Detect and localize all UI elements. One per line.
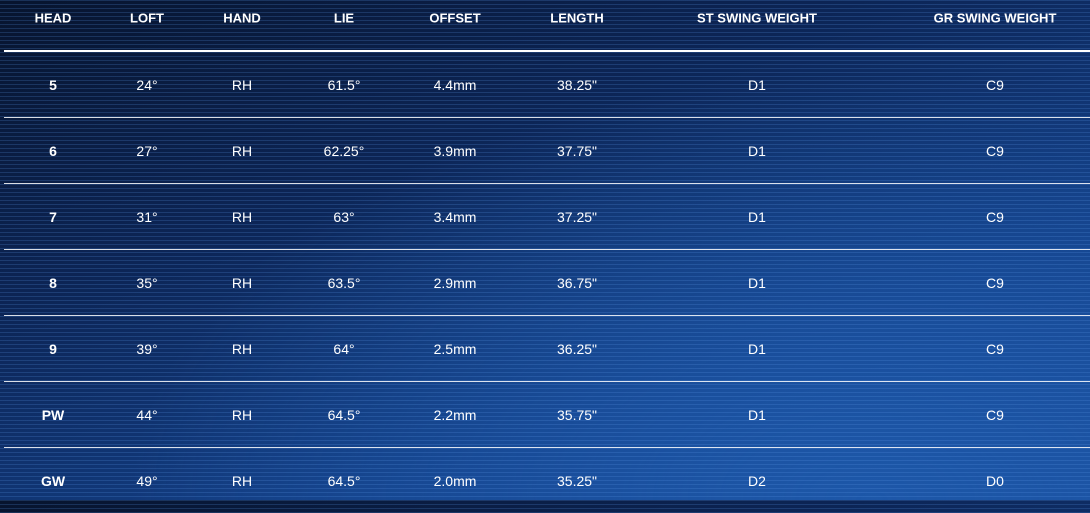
cell-lie: 62.25° (323, 142, 365, 159)
header-hand: HAND (223, 10, 261, 26)
table-row: 7 31° RH 63° 3.4mm 37.25" D1 C9 (4, 184, 1090, 250)
cell-hand: RH (231, 340, 253, 357)
cell-loft: 27° (136, 142, 158, 159)
cell-st-swing-weight: D1 (748, 76, 766, 93)
cell-loft: 35° (136, 274, 158, 291)
cell-head: 8 (49, 274, 57, 291)
table-row: GW 49° RH 64.5° 2.0mm 35.25" D2 D0 (4, 448, 1090, 513)
cell-head: GW (40, 472, 66, 489)
cell-lie: 64.5° (327, 406, 361, 423)
cell-hand: RH (231, 406, 253, 423)
cell-length: 35.75" (556, 406, 598, 423)
cell-head: 7 (49, 208, 57, 225)
cell-gr-swing-weight: C9 (986, 406, 1004, 423)
cell-offset: 2.2mm (433, 406, 477, 423)
cell-lie: 64.5° (327, 472, 361, 489)
cell-gr-swing-weight: C9 (986, 208, 1004, 225)
header-loft: LOFT (130, 10, 164, 26)
header-offset: OFFSET (429, 10, 481, 26)
header-head: HEAD (34, 10, 72, 26)
cell-st-swing-weight: D1 (748, 340, 766, 357)
cell-lie: 63.5° (327, 274, 361, 291)
cell-loft: 31° (136, 208, 158, 225)
cell-length: 36.25" (556, 340, 598, 357)
cell-gr-swing-weight: C9 (986, 142, 1004, 159)
cell-offset: 4.4mm (433, 76, 477, 93)
cell-length: 36.75" (556, 274, 598, 291)
header-gr-swing-weight: GR SWING WEIGHT (933, 10, 1057, 26)
cell-st-swing-weight: D1 (748, 142, 766, 159)
cell-loft: 44° (136, 406, 158, 423)
cell-offset: 3.9mm (433, 142, 477, 159)
cell-offset: 2.0mm (433, 472, 477, 489)
header-lie: LIE (333, 10, 355, 26)
cell-length: 38.25" (556, 76, 598, 93)
cell-gr-swing-weight: C9 (986, 76, 1004, 93)
cell-hand: RH (231, 208, 253, 225)
cell-offset: 3.4mm (433, 208, 477, 225)
cell-head: 9 (49, 340, 57, 357)
table-row: 5 24° RH 61.5° 4.4mm 38.25" D1 C9 (4, 52, 1090, 118)
table-row: PW 44° RH 64.5° 2.2mm 35.75" D1 C9 (4, 382, 1090, 448)
cell-length: 35.25" (556, 472, 598, 489)
cell-lie: 64° (333, 340, 355, 357)
table-row: 8 35° RH 63.5° 2.9mm 36.75" D1 C9 (4, 250, 1090, 316)
cell-lie: 61.5° (327, 76, 361, 93)
cell-offset: 2.9mm (433, 274, 477, 291)
cell-hand: RH (231, 274, 253, 291)
cell-st-swing-weight: D1 (748, 208, 766, 225)
table-row: 9 39° RH 64° 2.5mm 36.25" D1 C9 (4, 316, 1090, 382)
cell-length: 37.25" (556, 208, 598, 225)
cell-loft: 39° (136, 340, 158, 357)
table-header-row: HEAD LOFT HAND LIE OFFSET LENGTH ST SWING WEIG… (4, 0, 1090, 52)
cell-offset: 2.5mm (433, 340, 477, 357)
cell-st-swing-weight: D1 (748, 406, 766, 423)
cell-st-swing-weight: D1 (748, 274, 766, 291)
cell-head: 6 (49, 142, 57, 159)
cell-gr-swing-weight: C9 (986, 274, 1004, 291)
cell-loft: 24° (136, 76, 158, 93)
cell-hand: RH (231, 76, 253, 93)
cell-gr-swing-weight: C9 (986, 340, 1004, 357)
header-st-swing-weight: ST SWING WEIGHT (697, 10, 817, 26)
specs-table: HEAD LOFT HAND LIE OFFSET LENGTH ST SWING WEIG… (4, 0, 1090, 513)
cell-gr-swing-weight: D0 (986, 472, 1004, 489)
header-length: LENGTH (550, 10, 604, 26)
cell-head: 5 (49, 76, 57, 93)
cell-length: 37.75" (556, 142, 598, 159)
cell-st-swing-weight: D2 (748, 472, 766, 489)
cell-hand: RH (231, 472, 253, 489)
cell-lie: 63° (333, 208, 355, 225)
cell-loft: 49° (136, 472, 158, 489)
cell-head: PW (41, 406, 65, 423)
table-row: 6 27° RH 62.25° 3.9mm 37.75" D1 C9 (4, 118, 1090, 184)
cell-hand: RH (231, 142, 253, 159)
